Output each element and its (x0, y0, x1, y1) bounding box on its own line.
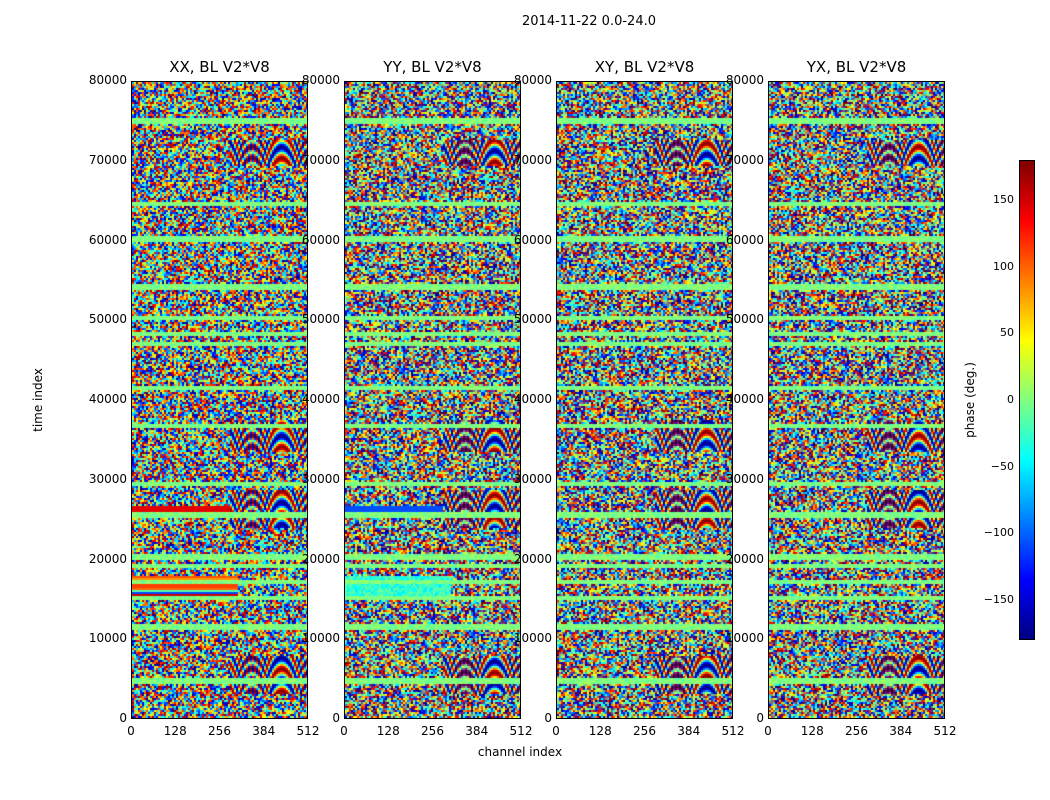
y-tick-label: 30000 (301, 471, 340, 486)
panel-title-1: YY, BL V2*V8 (383, 58, 482, 76)
x-tick-label: 256 (633, 724, 656, 738)
y-tick-label: 40000 (88, 392, 127, 406)
heatmap-panel-1 (344, 81, 521, 719)
colorbar-tick-label: −50 (990, 459, 1014, 473)
x-tick-label: 128 (800, 724, 824, 738)
x-tick-label: 0 (340, 724, 348, 738)
x-axis-label: channel index (477, 745, 563, 759)
y-tick-label: 10000 (88, 631, 127, 646)
colorbar-tick-label: 0 (1007, 393, 1014, 406)
y-tick-label: 60000 (88, 232, 127, 247)
panel-title-2: XY, BL V2*V8 (594, 58, 695, 76)
x-tick-label: 256 (845, 724, 868, 738)
y-tick-label: 80000 (513, 73, 552, 87)
y-tick-label: 20000 (301, 551, 340, 566)
y-tick-label: 60000 (513, 232, 552, 247)
y-tick-label: 60000 (725, 232, 764, 247)
y-tick-label: 10000 (301, 631, 340, 646)
y-tick-label: 0 (756, 711, 764, 725)
heatmap-image-0 (132, 82, 307, 718)
y-tick-label: 80000 (301, 73, 340, 87)
y-tick-label: 40000 (301, 392, 340, 406)
colorbar (1019, 160, 1035, 640)
x-tick-label: 256 (421, 724, 444, 738)
y-tick-label: 20000 (88, 551, 127, 566)
y-tick-label: 30000 (513, 471, 552, 486)
x-tick-label: 0 (552, 724, 560, 738)
heatmap-panel-2 (556, 81, 733, 719)
y-tick-label: 70000 (301, 152, 340, 167)
x-tick-label: 384 (677, 724, 701, 738)
y-tick-label: 30000 (88, 471, 127, 486)
x-tick-label: 384 (465, 724, 489, 738)
panel-title-0: XX, BL V2*V8 (169, 58, 270, 76)
x-tick-label: 0 (764, 724, 772, 738)
heatmap-panel-3 (768, 81, 945, 719)
colorbar-tick-label: 100 (993, 259, 1014, 273)
y-axis-label: time index (31, 368, 45, 432)
figure-title: 2014-11-22 0.0-24.0 (522, 14, 656, 29)
y-tick-label: 50000 (301, 312, 340, 327)
x-tick-label: 512 (296, 724, 320, 738)
y-tick-label: 10000 (513, 631, 552, 646)
y-tick-label: 10000 (725, 631, 764, 646)
y-tick-label: 40000 (513, 392, 552, 406)
y-tick-label: 80000 (88, 73, 127, 87)
y-tick-label: 20000 (725, 551, 764, 566)
colorbar-tick-label: −150 (983, 593, 1014, 606)
heatmap-image-2 (557, 82, 732, 718)
y-tick-label: 60000 (301, 232, 340, 247)
heatmap-image-1 (345, 82, 520, 718)
x-tick-label: 512 (933, 724, 957, 738)
colorbar-gradient (1020, 161, 1034, 639)
y-tick-label: 50000 (88, 312, 127, 327)
y-tick-label: 40000 (725, 392, 764, 406)
colorbar-tick-label: 50 (1000, 326, 1014, 340)
y-tick-label: 0 (119, 711, 127, 725)
x-tick-label: 128 (588, 724, 612, 738)
heatmap-panel-0 (131, 81, 308, 719)
colorbar-tick-label: −100 (983, 526, 1014, 540)
y-tick-label: 0 (332, 711, 340, 725)
y-tick-label: 0 (544, 711, 552, 725)
x-tick-label: 0 (127, 724, 135, 738)
y-tick-label: 20000 (513, 551, 552, 566)
y-tick-label: 70000 (725, 152, 764, 167)
y-tick-label: 50000 (513, 312, 552, 327)
x-tick-label: 256 (208, 724, 231, 738)
x-tick-label: 512 (721, 724, 745, 738)
x-tick-label: 384 (252, 724, 276, 738)
y-tick-label: 70000 (513, 152, 552, 167)
y-tick-label: 80000 (725, 73, 764, 87)
x-tick-label: 128 (376, 724, 400, 738)
x-tick-label: 128 (163, 724, 187, 738)
y-tick-label: 50000 (725, 312, 764, 327)
colorbar-tick-label: 150 (993, 193, 1014, 206)
heatmap-image-3 (769, 82, 944, 718)
y-tick-label: 70000 (88, 152, 127, 167)
panel-title-3: YX, BL V2*V8 (806, 58, 907, 76)
y-tick-label: 30000 (725, 471, 764, 486)
x-tick-label: 384 (889, 724, 913, 738)
x-tick-label: 512 (509, 724, 533, 738)
